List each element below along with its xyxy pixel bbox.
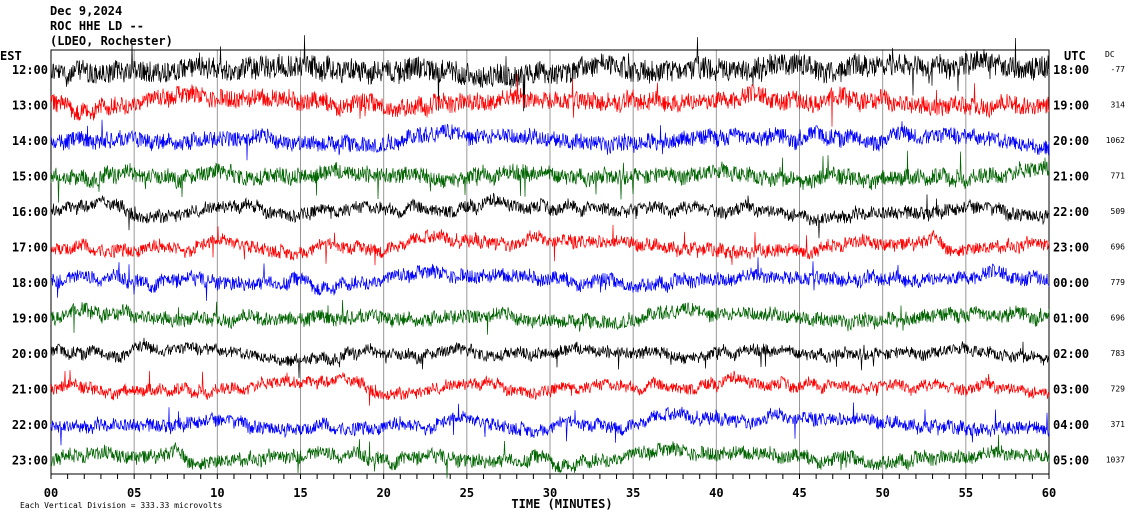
utc-label: 23:00: [1053, 241, 1089, 255]
x-tick-label: 40: [709, 486, 723, 500]
utc-label: 03:00: [1053, 383, 1089, 397]
utc-label: 04:00: [1053, 418, 1089, 432]
utc-label: 00:00: [1053, 276, 1089, 290]
x-tick-label: 35: [626, 486, 640, 500]
utc-label: 05:00: [1053, 454, 1089, 468]
date-title: Dec 9,2024: [50, 4, 123, 18]
est-label: 20:00: [12, 347, 48, 361]
scale-note: Each Vertical Division = 333.33 microvol…: [20, 501, 222, 510]
dc-value: 371: [1111, 420, 1126, 429]
trace-1400: [50, 119, 1050, 161]
x-tick-label: 10: [210, 486, 224, 500]
trace-1700: [50, 224, 1050, 266]
est-label: 19:00: [12, 312, 48, 326]
trace-1600: [50, 192, 1050, 239]
trace-2100: [50, 370, 1050, 406]
est-label: 14:00: [12, 134, 48, 148]
x-tick-label: 00: [44, 486, 58, 500]
dc-value: 771: [1111, 172, 1126, 181]
dc-value: -77: [1111, 65, 1126, 74]
x-tick-label: 60: [1042, 486, 1056, 500]
trace-1500: [50, 150, 1050, 203]
trace-1300: [50, 73, 1050, 127]
utc-axis-title: UTC: [1064, 49, 1086, 63]
dc-value: 696: [1111, 314, 1126, 323]
x-tick-label: 45: [792, 486, 806, 500]
utc-label: 22:00: [1053, 205, 1089, 219]
location-title: (LDEO, Rochester): [50, 34, 173, 48]
dc-title: DC: [1105, 50, 1115, 59]
utc-label: 02:00: [1053, 347, 1089, 361]
x-tick-label: 20: [376, 486, 390, 500]
trace-2300: [50, 434, 1050, 479]
dc-value: 1062: [1106, 136, 1125, 145]
est-label: 15:00: [12, 170, 48, 184]
utc-label: 18:00: [1053, 63, 1089, 77]
est-label: 23:00: [12, 454, 48, 468]
est-label: 18:00: [12, 276, 48, 290]
dc-value: 729: [1111, 385, 1126, 394]
dc-value: 509: [1111, 207, 1126, 216]
dc-value: 314: [1111, 101, 1126, 110]
x-tick-label: 25: [460, 486, 474, 500]
dc-value: 783: [1111, 349, 1126, 358]
utc-label: 20:00: [1053, 134, 1089, 148]
station-title: ROC HHE LD --: [50, 19, 144, 33]
trace-1900: [50, 299, 1050, 335]
x-tick-label: 15: [293, 486, 307, 500]
utc-label: 21:00: [1053, 170, 1089, 184]
est-label: 13:00: [12, 99, 48, 113]
dc-value: 1037: [1106, 456, 1125, 465]
est-label: 22:00: [12, 418, 48, 432]
est-axis-title: EST: [0, 49, 22, 63]
dc-value: 779: [1111, 278, 1126, 287]
trace-2000: [50, 337, 1050, 379]
est-label: 17:00: [12, 241, 48, 255]
trace-1800: [50, 257, 1050, 301]
utc-label: 01:00: [1053, 312, 1089, 326]
x-axis-title: TIME (MINUTES): [511, 497, 612, 511]
x-tick-label: 55: [959, 486, 973, 500]
dc-value: 696: [1111, 243, 1126, 252]
est-label: 16:00: [12, 205, 48, 219]
x-tick-label: 05: [127, 486, 141, 500]
est-label: 21:00: [12, 383, 48, 397]
est-label: 12:00: [12, 63, 48, 77]
utc-label: 19:00: [1053, 99, 1089, 113]
trace-2200: [50, 402, 1050, 446]
x-tick-label: 50: [875, 486, 889, 500]
trace-1200: [50, 35, 1050, 112]
x-tick-label: 30: [543, 486, 557, 500]
